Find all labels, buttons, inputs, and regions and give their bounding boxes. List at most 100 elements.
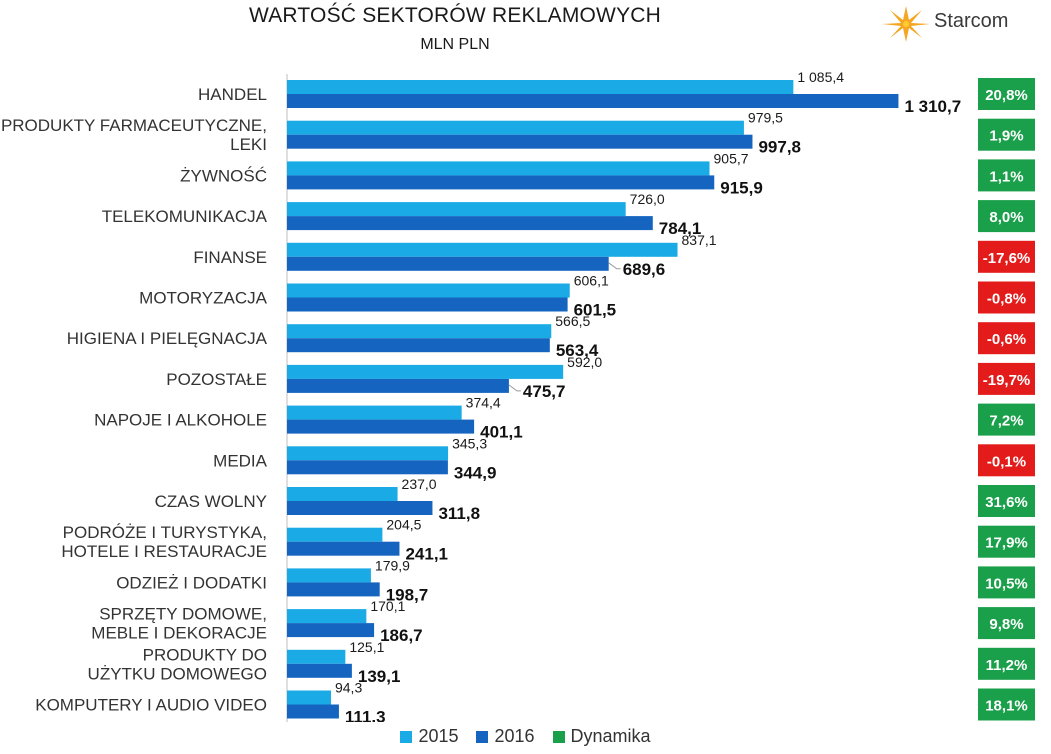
data-label-2015: 179,9 <box>375 557 410 573</box>
data-label-2016: 997,8 <box>758 138 801 157</box>
category-label: SPRZĘTY DOMOWE, <box>99 605 267 624</box>
dynamika-label: -17,6% <box>983 250 1031 267</box>
bar-2015 <box>287 690 331 705</box>
data-label-2016: 475,7 <box>523 382 566 401</box>
bar-2015 <box>287 405 462 420</box>
legend-item-dynamika: Dynamika <box>552 726 651 747</box>
data-label-2016: 1 310,7 <box>904 97 961 116</box>
brand-logo: Starcom <box>882 4 1042 44</box>
dynamika-label: 17,9% <box>985 535 1028 552</box>
bar-2016 <box>287 663 352 678</box>
dynamika-box <box>978 566 1035 599</box>
bar-2016 <box>287 94 899 108</box>
data-label-2016: 344,9 <box>454 463 497 482</box>
category-label: POZOSTAŁE <box>166 370 267 389</box>
category-label: ODZIEŻ I DODATKI <box>116 573 267 592</box>
dynamika-label: 1,9% <box>989 128 1023 145</box>
data-label-2015: 345,3 <box>452 435 487 451</box>
data-label-2016: 139,1 <box>358 667 401 686</box>
bar-2016 <box>287 623 375 638</box>
bar-2016 <box>287 704 339 719</box>
data-label-2015: 979,5 <box>748 110 783 126</box>
data-label-2015: 905,7 <box>714 150 749 166</box>
bar-2015 <box>287 202 626 217</box>
data-label-2015: 204,5 <box>386 517 421 533</box>
dynamika-box <box>978 444 1035 477</box>
data-label-2015: 592,0 <box>567 354 602 370</box>
data-label-2016: 784,1 <box>659 219 702 238</box>
bar-2016 <box>287 134 753 149</box>
leader-line <box>608 262 621 270</box>
bar-2016 <box>287 501 433 515</box>
dynamika-label: -0,8% <box>987 291 1026 308</box>
category-label: KOMPUTERY I AUDIO VIDEO <box>35 696 267 715</box>
legend: 2015 2016 Dynamika <box>0 726 1051 747</box>
bar-2016 <box>287 256 609 271</box>
dynamika-box <box>978 647 1035 680</box>
bar-2016 <box>287 216 653 231</box>
dynamika-box <box>978 485 1035 517</box>
bar-2015 <box>287 487 398 501</box>
dynamika-box <box>978 322 1035 355</box>
bar-2016 <box>287 175 715 190</box>
bar-2016 <box>287 338 550 353</box>
chart-title: WARTOŚĆ SEKTORÓW REKLAMOWYCH <box>248 4 662 27</box>
legend-label-2016: 2016 <box>494 726 535 746</box>
dynamika-label: 1,1% <box>989 168 1023 185</box>
chart-subtitle: MLN PLN <box>420 36 490 53</box>
bar-2016 <box>287 419 475 434</box>
dynamika-box <box>978 78 1035 110</box>
bar-2016 <box>287 582 380 597</box>
bar-2015 <box>287 649 346 664</box>
data-label-2016: 241,1 <box>405 545 448 564</box>
legend-swatch-2015 <box>400 730 413 743</box>
dynamika-box <box>978 159 1035 192</box>
data-label-2016: 186,7 <box>380 626 423 645</box>
dynamika-box <box>978 525 1035 558</box>
category-label: HIGIENA I PIELĘGNACJA <box>67 329 268 348</box>
data-label-2015: 1 085,4 <box>797 69 844 85</box>
dynamika-box <box>978 362 1035 395</box>
bar-2015 <box>287 161 710 176</box>
category-label: PRODUKTY FARMACEUTYCZNE, <box>1 116 267 135</box>
category-label: TELEKOMUNIKACJA <box>102 207 268 226</box>
brand-name: Starcom <box>934 10 1009 32</box>
bar-2015 <box>287 283 570 298</box>
data-label-2015: 94,3 <box>335 680 362 696</box>
dynamika-box <box>978 688 1035 721</box>
category-label: HANDEL <box>198 85 267 104</box>
category-label: FINANSE <box>193 248 267 267</box>
dynamika-box <box>978 607 1035 640</box>
dynamika-box <box>978 281 1035 314</box>
data-label-2015: 566,5 <box>555 313 590 329</box>
dynamika-box <box>978 240 1035 273</box>
data-label-2015: 837,1 <box>682 232 717 248</box>
category-label: HOTELE I RESTAURACJE <box>61 542 267 561</box>
data-label-2015: 125,1 <box>349 639 384 655</box>
leader-line <box>508 384 521 392</box>
bar-2016 <box>287 297 568 312</box>
bar-2015 <box>287 446 449 461</box>
legend-item-2016: 2016 <box>476 726 535 747</box>
category-label: MOTORYZACJA <box>139 289 267 308</box>
dynamika-label: -0,6% <box>987 331 1026 348</box>
bar-chart: HANDEL 1 085,4 1 310,7 20,8% PRODUKTY FARMAC… <box>1 69 1035 723</box>
category-label: MEBLE I DEKORACJE <box>91 624 267 643</box>
data-label-2016: 689,6 <box>623 260 666 279</box>
legend-label-2015: 2015 <box>418 726 459 746</box>
data-label-2015: 726,0 <box>630 191 665 207</box>
data-label-2015: 170,1 <box>370 598 405 614</box>
bar-2015 <box>287 568 371 583</box>
legend-swatch-dynamika <box>552 730 565 743</box>
bar-2016 <box>287 378 509 393</box>
legend-swatch-2016 <box>476 730 489 743</box>
category-label: UŻYTKU DOMOWEGO <box>88 664 267 683</box>
category-label: ŻYWNOŚĆ <box>180 166 267 185</box>
category-label: CZAS WOLNY <box>155 492 267 511</box>
dynamika-label: 20,8% <box>985 87 1028 104</box>
legend-label-dynamika: Dynamika <box>570 726 651 746</box>
category-label: MEDIA <box>213 451 268 470</box>
category-label: PODRÓŻE I TURYSTYKA, <box>63 523 267 542</box>
legend-item-2015: 2015 <box>400 726 458 747</box>
data-label-2016: 111,3 <box>345 708 386 723</box>
